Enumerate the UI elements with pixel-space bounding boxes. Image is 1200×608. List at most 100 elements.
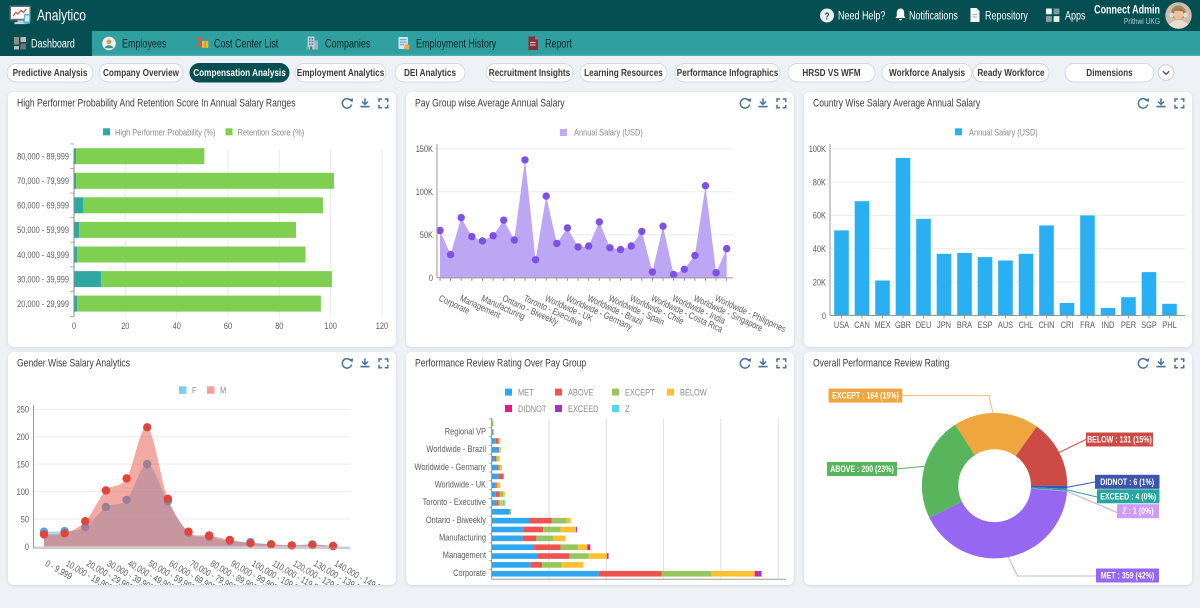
svg-text:100: 100 [325,321,337,331]
svg-text:Analytico: Analytico [37,8,86,25]
svg-text:BRA: BRA [957,320,973,330]
svg-text:PHL: PHL [1162,320,1176,330]
svg-text:F: F [192,386,197,396]
svg-text:MET : 359 (42%): MET : 359 (42%) [1101,571,1155,581]
svg-text:DEI Analytics: DEI Analytics [404,67,456,79]
svg-text:Worldwide - Germany: Worldwide - Germany [415,462,487,472]
svg-text:?: ? [825,11,830,22]
svg-text:Compensation Analysis: Compensation Analysis [193,67,286,79]
svg-text:Connect Admin: Connect Admin [1094,5,1160,17]
svg-text:GBR: GBR [895,320,911,330]
svg-text:Employees: Employees [122,39,167,51]
svg-text:Annual Salary (USD): Annual Salary (USD) [969,127,1038,137]
svg-text:40,000 - 49,999: 40,000 - 49,999 [17,250,69,260]
svg-text:80K: 80K [813,177,827,187]
svg-text:Apps: Apps [1065,11,1086,23]
svg-text:EXCEPT : 164 (19%): EXCEPT : 164 (19%) [832,391,899,401]
svg-text:100K: 100K [416,187,434,197]
svg-text:CHL: CHL [1019,320,1034,330]
svg-text:High Performer Probability (%): High Performer Probability (%) [115,127,216,137]
svg-text:Dashboard: Dashboard [31,39,75,51]
svg-text:Overall Performance Review Rat: Overall Performance Review Rating [813,357,949,369]
svg-text:Report: Report [545,39,573,51]
svg-text:MET: MET [518,388,534,398]
svg-text:30,000 - 39,999: 30,000 - 39,999 [17,274,69,284]
svg-text:20K: 20K [813,277,827,287]
svg-text:Retention Score (%): Retention Score (%) [238,127,305,137]
svg-text:IND: IND [1102,320,1115,330]
svg-text:Z: Z [625,404,630,414]
svg-text:Performance Infographics: Performance Infographics [677,67,779,79]
svg-text:120: 120 [376,321,388,331]
svg-text:100K: 100K [809,144,827,154]
svg-text:Worldwide - Brazil: Worldwide - Brazil [426,444,486,454]
svg-text:Notifications: Notifications [909,11,958,23]
svg-text:100: 100 [17,487,29,497]
svg-text:BELOW: BELOW [680,388,707,398]
svg-text:Companies: Companies [325,39,371,51]
svg-text:50: 50 [21,514,29,524]
svg-text:EXCEED : 4 (0%): EXCEED : 4 (0%) [1100,491,1156,501]
svg-text:70,000 - 79,999: 70,000 - 79,999 [17,176,69,186]
svg-text:JPN: JPN [937,320,951,330]
svg-text:Workforce Analysis: Workforce Analysis [889,67,965,79]
svg-text:BELOW : 131 (15%): BELOW : 131 (15%) [1087,435,1152,445]
svg-text:DIDNOT: DIDNOT [518,404,547,414]
svg-text:Ready Workforce: Ready Workforce [977,67,1044,79]
svg-text:CHN: CHN [1038,320,1054,330]
svg-text:Cost Center List: Cost Center List [214,39,279,51]
svg-text:Prithwi UKG: Prithwi UKG [1124,16,1160,26]
svg-text:20,000 - 29,999: 20,000 - 29,999 [17,299,69,309]
svg-text:SGP: SGP [1141,320,1157,330]
svg-text:Learning Resources: Learning Resources [584,67,663,79]
svg-text:Performance Review Rating Over: Performance Review Rating Over Pay Group [415,357,586,369]
svg-text:CAN: CAN [854,320,870,330]
svg-text:Pay Group wise Average Annual: Pay Group wise Average Annual Salary [415,97,565,109]
svg-text:Repository: Repository [985,11,1028,23]
svg-text:20: 20 [121,321,129,331]
svg-text:AUS: AUS [998,320,1013,330]
svg-text:M: M [220,386,226,396]
svg-text:Regional VP: Regional VP [445,426,486,436]
svg-text:250: 250 [17,405,29,415]
svg-text:Annual Salary (USD): Annual Salary (USD) [574,127,643,137]
svg-text:Management: Management [443,550,487,560]
svg-text:PER: PER [1121,320,1136,330]
svg-text:Toronto - Executive: Toronto - Executive [423,497,486,507]
svg-text:50K: 50K [420,230,434,240]
svg-text:Worldwide - UK: Worldwide - UK [435,479,487,489]
svg-text:MEX: MEX [874,320,890,330]
svg-text:80,000 - 89,999: 80,000 - 89,999 [17,152,69,162]
svg-text:Employment History: Employment History [416,39,496,51]
svg-text:FRA: FRA [1080,320,1095,330]
svg-text:200: 200 [17,432,29,442]
svg-text:0: 0 [822,311,826,321]
svg-text:Company Overview: Company Overview [103,67,180,79]
svg-text:ABOVE : 200 (23%): ABOVE : 200 (23%) [830,464,894,474]
svg-text:Need Help?: Need Help? [838,11,885,23]
svg-text:40: 40 [173,321,181,331]
svg-text:50,000 - 59,999: 50,000 - 59,999 [17,225,69,235]
svg-text:60K: 60K [813,211,827,221]
svg-text:HRSD VS WFM: HRSD VS WFM [802,67,860,79]
svg-text:60,000 - 69,999: 60,000 - 69,999 [17,201,69,211]
svg-text:High Performer Probability And: High Performer Probability And Retention… [17,97,296,109]
svg-text:Z : 1 (0%): Z : 1 (0%) [1122,506,1153,516]
svg-text:60: 60 [224,321,232,331]
svg-text:0: 0 [25,542,29,552]
svg-text:USA: USA [834,320,850,330]
svg-text:80: 80 [275,321,283,331]
svg-text:150K: 150K [416,144,434,154]
svg-text:EXCEPT: EXCEPT [625,388,655,398]
svg-text:ABOVE: ABOVE [568,388,594,398]
svg-text:Country Wise Salary Average An: Country Wise Salary Average Annual Salar… [813,97,981,109]
svg-text:Predictive Analysis: Predictive Analysis [13,67,88,79]
svg-text:40K: 40K [813,244,827,254]
svg-text:EXCEED: EXCEED [568,404,599,414]
svg-text:Gender Wise Salary Analytics: Gender Wise Salary Analytics [17,357,130,369]
svg-text:CRI: CRI [1061,320,1074,330]
svg-text:Employment Analytics: Employment Analytics [297,67,385,79]
svg-text:Manufacturing: Manufacturing [439,533,486,543]
svg-text:Ontario - Biweekly: Ontario - Biweekly [426,515,486,525]
svg-text:0: 0 [429,273,433,283]
